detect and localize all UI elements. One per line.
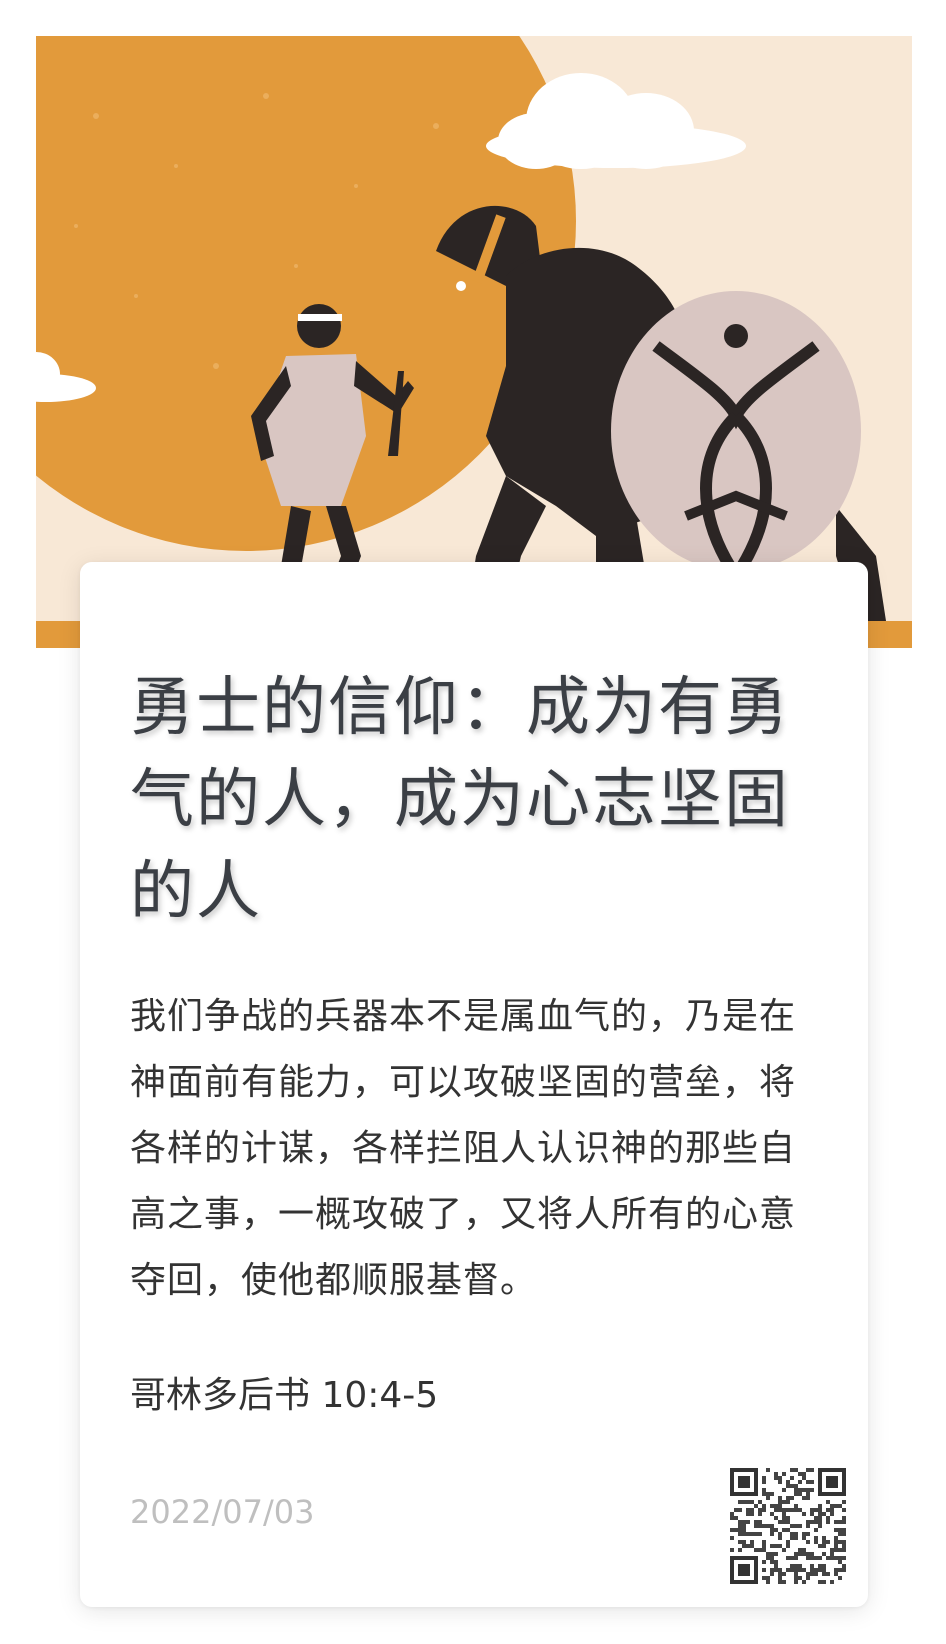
david-figure [251, 304, 414, 608]
shield-shape [611, 291, 861, 587]
cloud-shape [36, 73, 746, 402]
content-card: 勇士的信仰：成为有勇气的人，成为心志坚固的人 我们争战的兵器本不是属血气的，乃是… [80, 562, 868, 1607]
card-top-fade [80, 562, 868, 652]
qr-code-icon[interactable] [730, 1468, 846, 1584]
sun-shape [36, 36, 576, 551]
scripture-reference: 哥林多后书 10:4-5 [130, 1375, 439, 1416]
article-title: 勇士的信仰：成为有勇气的人，成为心志坚固的人 [130, 671, 790, 929]
post-date: 2022/07/03 [130, 1493, 315, 1531]
hero-illustration [36, 36, 912, 648]
scripture-text: 我们争战的兵器本不是属血气的，乃是在神面前有能力，可以攻破坚固的营垒，将各样的计… [130, 996, 797, 1301]
david-and-goliath-illustration [36, 36, 912, 648]
goliath-figure [436, 205, 886, 621]
